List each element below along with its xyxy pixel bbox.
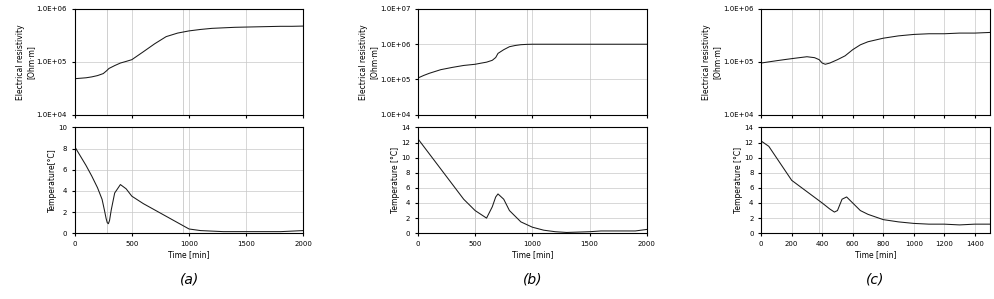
X-axis label: Time [min]: Time [min] [168,250,210,259]
Y-axis label: Electrical resistivity
[Ohm·m]: Electrical resistivity [Ohm·m] [359,24,378,100]
X-axis label: Time [min]: Time [min] [854,250,896,259]
Y-axis label: Temperature [°C]: Temperature [°C] [391,147,400,213]
Y-axis label: Electrical resistivity
[Ohm·m]: Electrical resistivity [Ohm·m] [16,24,35,100]
Y-axis label: Electrical resistivity
[Ohm·m]: Electrical resistivity [Ohm·m] [702,24,721,100]
Y-axis label: Temperature[°C]: Temperature[°C] [48,149,57,212]
Text: (b): (b) [522,272,542,286]
Text: (c): (c) [866,272,884,286]
Text: (a): (a) [179,272,199,286]
X-axis label: Time [min]: Time [min] [511,250,553,259]
Y-axis label: Temperature [°C]: Temperature [°C] [734,147,743,213]
